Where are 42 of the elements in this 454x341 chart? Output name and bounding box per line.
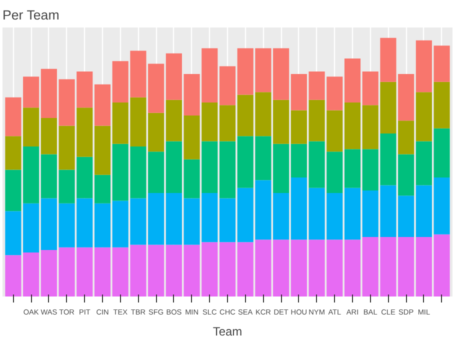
bar (434, 128, 450, 178)
bar (416, 141, 432, 186)
bar (290, 178, 307, 240)
bar (219, 141, 236, 198)
chart-title: Per Team (2, 8, 60, 22)
bar (94, 247, 111, 296)
bar (94, 203, 111, 248)
bar (94, 174, 111, 204)
bar (344, 240, 361, 296)
bar (290, 74, 307, 110)
bar (290, 110, 307, 144)
bar (416, 185, 432, 238)
bar (416, 92, 432, 142)
bar (40, 250, 57, 296)
bar (166, 100, 182, 142)
bar (290, 144, 307, 178)
bar (166, 53, 182, 100)
bar (40, 154, 57, 198)
bar (344, 149, 361, 188)
bar (166, 193, 182, 245)
bar (434, 82, 450, 128)
bar (344, 58, 361, 103)
bar (434, 46, 450, 82)
bar (416, 40, 432, 92)
bar (434, 178, 450, 234)
bar (166, 141, 182, 194)
bar (40, 68, 57, 118)
bar (219, 105, 236, 142)
bar (416, 237, 432, 296)
x-axis-title: Team (212, 324, 242, 338)
bar (344, 188, 361, 240)
bar (219, 242, 236, 296)
bar (344, 102, 361, 150)
bar (94, 126, 111, 175)
bar (219, 66, 236, 106)
bar (434, 234, 450, 296)
bar (40, 118, 57, 154)
bar (219, 198, 236, 242)
bar (40, 198, 57, 250)
bar (94, 84, 111, 126)
bar (290, 240, 307, 296)
bar (166, 244, 182, 296)
